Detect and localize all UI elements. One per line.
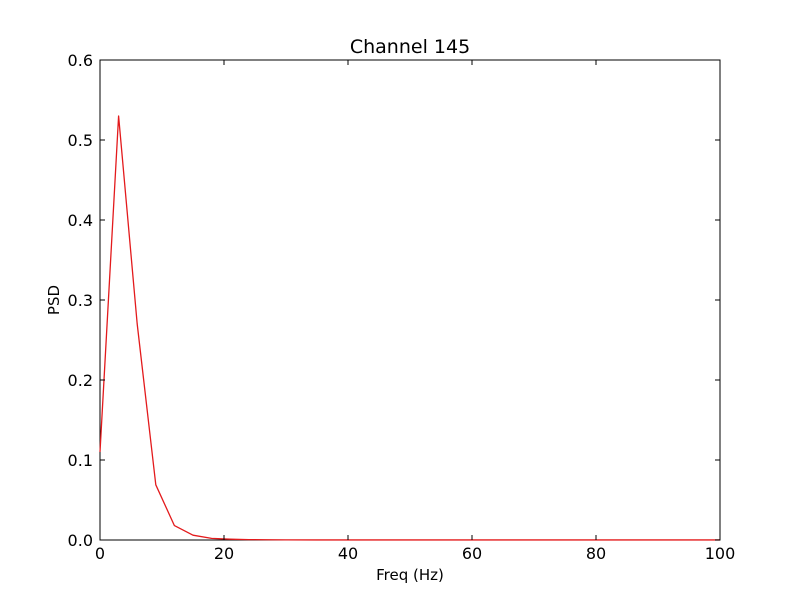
series-layer — [99, 115, 720, 541]
y-axis-label: PSD — [45, 285, 63, 315]
chart-title: Channel 145 — [350, 36, 470, 58]
x-axis-label: Freq (Hz) — [376, 566, 444, 584]
y-tick-label: 0.1 — [68, 451, 93, 470]
x-tick-label: 80 — [586, 544, 606, 563]
y-tick-label: 0.6 — [68, 51, 93, 70]
y-tick-label: 0.2 — [68, 371, 93, 390]
plot-frame — [99, 59, 721, 541]
y-tick-label: 0.3 — [68, 291, 93, 310]
x-tick-label: 60 — [462, 544, 482, 563]
y-tick-label: 0.0 — [68, 531, 93, 550]
x-tick-label: 20 — [214, 544, 234, 563]
x-tick-label: 40 — [338, 544, 358, 563]
x-axis-ticks: 0 20 40 60 80 100 — [95, 60, 735, 563]
y-tick-label: 0.5 — [68, 131, 93, 150]
x-tick-label: 100 — [705, 544, 736, 563]
psd-series-line — [99, 115, 720, 541]
plot-area: 0 20 40 60 80 100 0.0 0.1 0.2 0.3 0.4 0.5 0.6 — [68, 51, 736, 563]
y-axis-ticks: 0.0 0.1 0.2 0.3 0.4 0.5 0.6 — [68, 51, 720, 550]
y-tick-label: 0.4 — [68, 211, 93, 230]
x-tick-label: 0 — [95, 544, 105, 563]
